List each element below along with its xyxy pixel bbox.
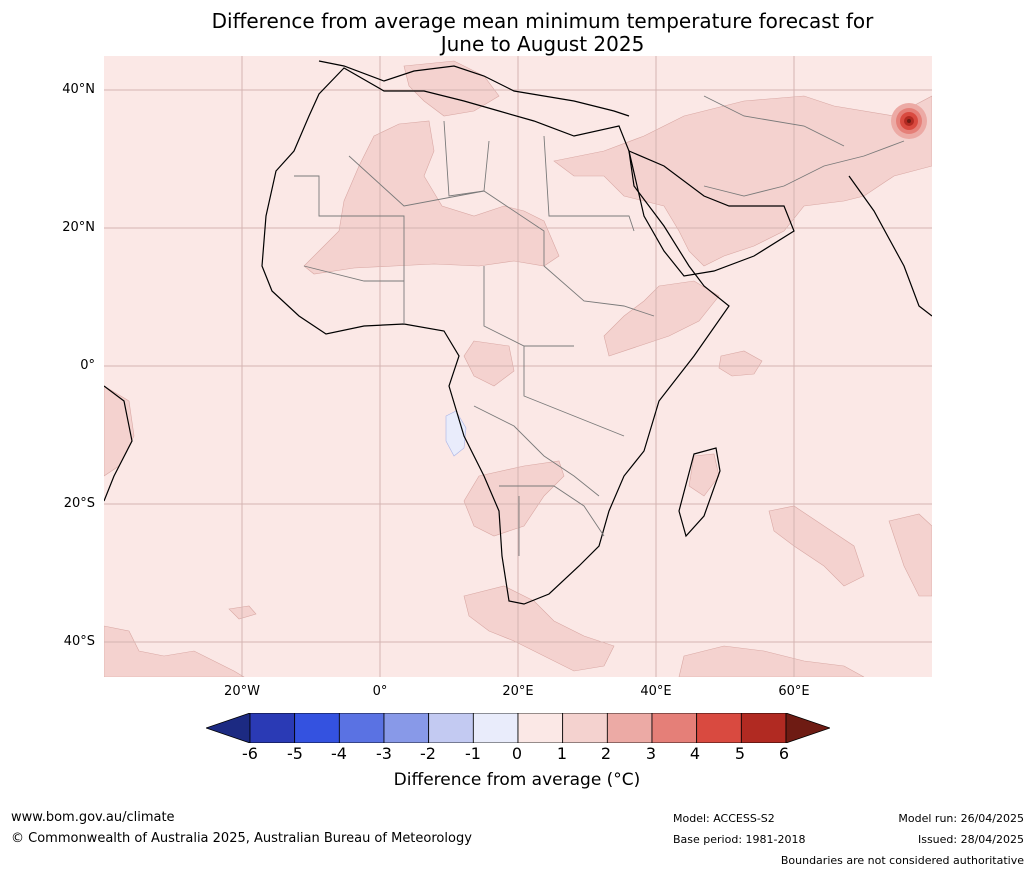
footer-disclaimer: Boundaries are not considered authoritat… [780, 854, 1024, 867]
country-borders [294, 95, 905, 556]
colorbar-cell [428, 713, 474, 743]
lon-label-20e: 20°E [502, 684, 534, 699]
colorbar [206, 713, 830, 743]
lat-label-40s: 40°S [63, 634, 95, 649]
footer-website: www.bom.gov.au/climate [11, 810, 175, 825]
colorbar-cell [740, 713, 787, 743]
colorbar-cell [294, 713, 340, 743]
colorbar-tick: -6 [242, 744, 258, 763]
colorbar-tick: -1 [465, 744, 481, 763]
anomaly-tibet-hotspot [891, 103, 927, 139]
colorbar-tick: 4 [689, 744, 701, 763]
africa-coastline [261, 67, 730, 605]
footer-copyright: © Commonwealth of Australia 2025, Austra… [11, 831, 472, 846]
colorbar-cell [562, 713, 608, 743]
map-title: Difference from average mean minimum tem… [0, 10, 1035, 56]
colorbar-cell [338, 713, 385, 743]
footer-model-run: Model run: 26/04/2025 [898, 812, 1024, 825]
colorbar-cell [472, 713, 519, 743]
colorbar-extend-high [785, 713, 830, 743]
colorbar-tick: -4 [331, 744, 347, 763]
colorbar-tick: 2 [600, 744, 612, 763]
footer-base-period: Base period: 1981-2018 [673, 833, 806, 846]
colorbar-tick: 1 [556, 744, 568, 763]
anomaly-middle-east [553, 95, 932, 267]
lon-label-20w: 20°W [224, 684, 260, 699]
anomaly-indian-equator [718, 350, 763, 377]
coastlines [104, 60, 932, 605]
lat-label-20n: 20°N [62, 220, 95, 235]
arabia-coastline [628, 149, 795, 277]
colorbar-tick: -2 [420, 744, 436, 763]
lat-label-0: 0° [80, 358, 95, 373]
madagascar-coastline [678, 447, 721, 538]
anomaly-central-africa [463, 340, 515, 387]
colorbar-cell [651, 713, 698, 743]
anomaly-east-indian-ocean [888, 513, 932, 597]
colorbar-tick: -5 [287, 744, 303, 763]
footer-issued: Issued: 28/04/2025 [917, 833, 1024, 846]
south-america-coastline [104, 385, 133, 502]
anomaly-south-indian-ocean [768, 505, 865, 587]
europe-coastline [318, 60, 630, 117]
lat-label-20s: 20°S [63, 496, 95, 511]
lon-label-60e: 60°E [778, 684, 810, 699]
colorbar-cell [383, 713, 430, 743]
anomaly-regions [104, 60, 932, 677]
colorbar-extend-low [206, 713, 251, 743]
colorbar-label: Difference from average (°C) [393, 770, 641, 790]
lon-label-0: 0° [372, 684, 388, 699]
forecast-map [104, 56, 932, 677]
anomaly-southern-ocean [678, 645, 865, 677]
colorbar-tick: 0 [511, 744, 523, 763]
colorbar-cell [696, 713, 742, 743]
colorbar-tick: 5 [734, 744, 746, 763]
colorbar-tick: 3 [645, 744, 657, 763]
anomaly-madagascar [688, 453, 720, 497]
title-line-1: Difference from average mean minimum tem… [211, 9, 874, 33]
colorbar-cell [517, 713, 564, 743]
anomaly-south-atlantic [463, 585, 615, 672]
map-gridlines [104, 56, 932, 677]
colorbar-tick: -3 [376, 744, 392, 763]
lon-label-40e: 40°E [640, 684, 672, 699]
anomaly-southern-africa [463, 460, 565, 537]
colorbar-tick: 6 [778, 744, 790, 763]
colorbar-cell [249, 713, 296, 743]
colorbar-cell [606, 713, 653, 743]
footer-model: Model: ACCESS-S2 [673, 812, 775, 825]
anomaly-sahara [303, 120, 560, 275]
lat-label-40n: 40°N [62, 82, 95, 97]
title-line-2: June to August 2025 [440, 32, 645, 56]
anomaly-southwest-atlantic [104, 625, 245, 677]
india-coastline [848, 175, 932, 317]
